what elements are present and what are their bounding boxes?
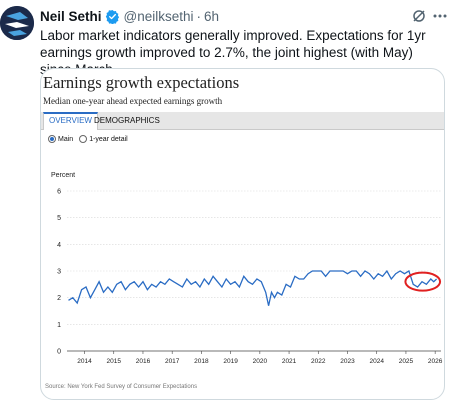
y-tick-label: 6: [57, 189, 61, 196]
y-tick-labels: 0 1 2 3 4 5 6: [57, 189, 61, 356]
y-tick-label: 4: [57, 242, 61, 249]
avatar[interactable]: [0, 6, 34, 40]
grok-icon[interactable]: [412, 9, 426, 23]
chart-subtitle: Median one-year ahead expected earnings …: [43, 96, 223, 106]
tab-overview[interactable]: OVERVIEW: [43, 112, 98, 130]
radio-main-label: Main: [58, 135, 74, 143]
media-card[interactable]: Earnings growth expectations Median one-…: [40, 68, 445, 400]
chart-tabbar: OVERVIEW DEMOGRAPHICS: [41, 112, 444, 130]
line-chart: Percent 0 1 2 3 4 5 6 2014 2015 2016 2017 2018 2019…: [51, 172, 443, 365]
x-tick-label: 2020: [253, 358, 268, 365]
radio-main[interactable]: [48, 135, 56, 143]
x-tick-label: 2018: [194, 358, 209, 365]
chart-image: Earnings growth expectations Median one-…: [41, 69, 444, 399]
x-tick-label: 2021: [282, 358, 297, 365]
tweet-text: Labor market indicators generally improv…: [40, 28, 426, 77]
y-axis-label: Percent: [51, 172, 75, 179]
x-tick-label: 2024: [369, 358, 384, 365]
y-tick-label: 1: [57, 322, 61, 329]
x-tick-label: 2023: [340, 358, 355, 365]
y-tick-label: 3: [57, 269, 61, 276]
x-tick-label: 2026: [428, 358, 443, 365]
more-options-icon[interactable]: [432, 8, 448, 24]
tab-demographics[interactable]: DEMOGRAPHICS: [94, 116, 160, 125]
avatar-logo: [0, 6, 34, 40]
author-handle[interactable]: @neilksethi: [123, 8, 194, 24]
verified-badge-icon: [105, 9, 120, 25]
chart-title: Earnings growth expectations: [43, 73, 240, 92]
series-line: [68, 269, 438, 306]
radio-1-year-detail-label: 1-year detail: [89, 135, 128, 143]
x-tick-label: 2019: [223, 358, 238, 365]
highlight-ellipse: [404, 271, 442, 292]
radio-1-year-detail[interactable]: [79, 135, 88, 143]
chart-source: Source: New York Fed Survey of Consumer …: [45, 384, 198, 390]
y-tick-label: 5: [57, 215, 61, 222]
x-tick-label: 2017: [165, 358, 180, 365]
x-tick-label: 2015: [107, 358, 122, 365]
timestamp[interactable]: 6h: [204, 8, 220, 24]
chart-grid: [67, 190, 441, 352]
y-tick-label: 2: [57, 295, 61, 302]
x-tick-labels: 2014 2015 2016 2017 2018 2019 2020 2021 2022 2023…: [77, 351, 443, 365]
x-tick-label: 2016: [136, 358, 151, 365]
radio-group: Main 1-year detail: [48, 135, 134, 143]
y-tick-label: 0: [57, 349, 61, 356]
author-name[interactable]: Neil Sethi: [40, 8, 102, 24]
x-tick-label: 2022: [311, 358, 326, 365]
x-tick-label: 2014: [77, 358, 92, 365]
separator-dot: ·: [196, 8, 202, 24]
x-tick-label: 2025: [399, 358, 414, 365]
tweet-header: Neil Sethi @neilksethi · 6h: [40, 7, 219, 25]
